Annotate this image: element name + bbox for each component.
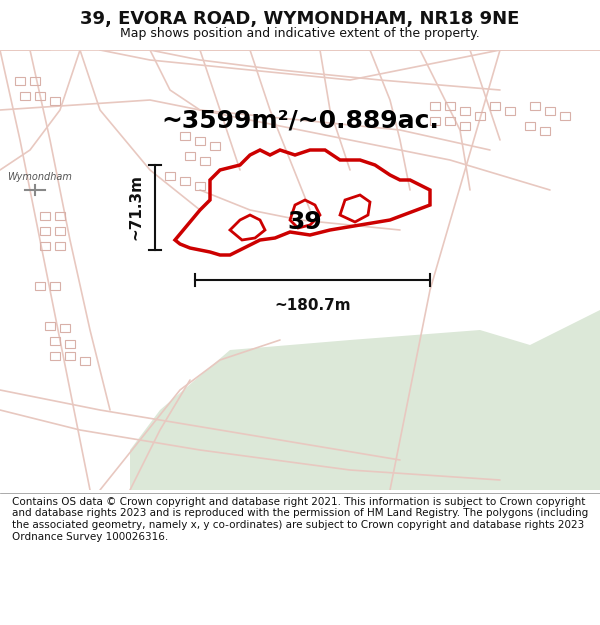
Text: ~180.7m: ~180.7m (274, 298, 351, 313)
Bar (20, 92, 30, 100)
Bar (50, 97, 60, 105)
Bar (50, 282, 60, 290)
Bar (165, 172, 175, 180)
Text: Contains OS data © Crown copyright and database right 2021. This information is : Contains OS data © Crown copyright and d… (12, 497, 588, 541)
Bar (490, 102, 500, 110)
Bar (45, 322, 55, 330)
Bar (60, 324, 70, 332)
Bar (40, 212, 50, 220)
Bar (50, 352, 60, 360)
Bar (210, 142, 220, 150)
Text: ~71.3m: ~71.3m (128, 174, 143, 241)
Text: Map shows position and indicative extent of the property.: Map shows position and indicative extent… (120, 27, 480, 40)
Bar (560, 112, 570, 120)
Bar (505, 107, 515, 115)
Bar (460, 122, 470, 130)
Bar (55, 227, 65, 235)
Bar (180, 177, 190, 185)
Bar (40, 227, 50, 235)
Bar (545, 107, 555, 115)
Bar (30, 77, 40, 85)
Bar (55, 212, 65, 220)
Bar (445, 102, 455, 110)
Bar (35, 92, 45, 100)
Bar (525, 122, 535, 130)
Text: 39, EVORA ROAD, WYMONDHAM, NR18 9NE: 39, EVORA ROAD, WYMONDHAM, NR18 9NE (80, 10, 520, 28)
Bar (180, 132, 190, 140)
Bar (35, 282, 45, 290)
Bar (80, 357, 90, 365)
Polygon shape (420, 310, 600, 490)
Bar (530, 102, 540, 110)
Text: 39: 39 (287, 210, 322, 234)
Bar (50, 337, 60, 345)
Bar (430, 117, 440, 125)
Text: Wymondham: Wymondham (8, 172, 73, 182)
Bar (460, 107, 470, 115)
Bar (430, 102, 440, 110)
Bar (195, 137, 205, 145)
Bar (200, 157, 210, 165)
Bar (195, 182, 205, 190)
Bar (445, 117, 455, 125)
Bar (65, 352, 75, 360)
Text: ~3599m²/~0.889ac.: ~3599m²/~0.889ac. (161, 108, 439, 132)
Bar (55, 242, 65, 250)
Polygon shape (130, 330, 580, 490)
Bar (475, 112, 485, 120)
Bar (540, 127, 550, 135)
Bar (40, 242, 50, 250)
Bar (185, 152, 195, 160)
Bar (65, 340, 75, 348)
Bar (15, 77, 25, 85)
